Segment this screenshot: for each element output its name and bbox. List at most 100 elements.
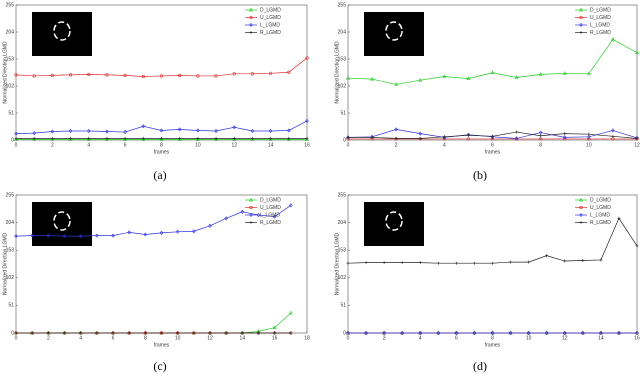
point — [127, 331, 131, 335]
y-tick-label: 255 — [338, 192, 347, 198]
inset-image — [32, 12, 92, 56]
y-tick-label: 51 — [8, 110, 14, 116]
point — [177, 137, 182, 141]
x-tick-label: 10 — [195, 142, 201, 148]
point — [13, 137, 19, 141]
point — [232, 72, 236, 76]
point — [286, 137, 291, 141]
point — [69, 136, 73, 140]
point — [192, 229, 196, 234]
x-tick-label: 0 — [347, 142, 350, 148]
point — [289, 203, 293, 208]
point — [232, 137, 237, 141]
point — [382, 330, 386, 336]
point — [62, 234, 67, 239]
point — [46, 233, 51, 238]
inset-image — [364, 12, 424, 56]
point — [250, 72, 255, 76]
point — [104, 137, 109, 141]
inset-image — [32, 202, 92, 246]
point — [581, 258, 585, 262]
point — [268, 128, 273, 134]
y-tick-label: 255 — [6, 192, 15, 198]
point — [159, 230, 164, 235]
point — [610, 37, 615, 41]
point — [364, 261, 368, 265]
point — [587, 134, 591, 139]
point — [224, 331, 228, 335]
x-tick-label: 2 — [395, 142, 398, 148]
x-tick-label: 8 — [539, 142, 542, 148]
legend-label: D_LGMD — [260, 197, 281, 203]
point — [490, 70, 495, 75]
point — [515, 130, 519, 134]
x-tick-label: 18 — [304, 335, 310, 341]
point — [195, 137, 200, 141]
legend-label: L_LGMD — [590, 22, 610, 28]
point — [272, 214, 277, 219]
point — [143, 232, 148, 237]
x-tick-label: 6 — [124, 142, 127, 148]
y-axis-label: Normalized Direction LGMD — [334, 41, 340, 104]
point — [581, 330, 585, 336]
y-tick-label: 51 — [8, 303, 14, 309]
point — [563, 132, 567, 136]
point — [370, 135, 374, 139]
x-tick-label: 6 — [491, 142, 494, 148]
x-tick-label: 10 — [175, 335, 181, 341]
point — [208, 223, 212, 228]
point — [346, 330, 350, 336]
legend-marker — [249, 31, 253, 34]
point — [514, 136, 519, 141]
y-tick-label: 255 — [6, 2, 15, 8]
point — [454, 330, 459, 336]
point — [418, 136, 422, 140]
legend-marker — [579, 15, 583, 20]
inset-shape — [385, 211, 403, 231]
point — [95, 331, 99, 335]
x-tick-label: 4 — [79, 335, 82, 341]
point — [123, 136, 127, 140]
inset-shape — [385, 21, 403, 41]
point — [14, 136, 18, 140]
point — [526, 330, 531, 336]
point — [256, 212, 261, 218]
y-tick-label: 153 — [6, 56, 15, 62]
point — [14, 234, 18, 239]
legend-label: D_LGMD — [590, 7, 611, 13]
legend-marker — [579, 31, 583, 34]
point — [160, 136, 163, 140]
point — [305, 56, 309, 60]
legend-marker — [579, 22, 583, 28]
x-axis-label: frames — [485, 149, 501, 155]
point — [86, 137, 91, 141]
point — [196, 74, 200, 78]
legend-marker — [579, 212, 583, 218]
x-tick-label: 12 — [231, 142, 237, 148]
legend-label: L_LGMD — [260, 212, 280, 218]
point — [78, 234, 83, 239]
x-tick-label: 14 — [268, 142, 274, 148]
point — [272, 325, 277, 329]
x-tick-label: 16 — [304, 142, 310, 148]
point — [442, 135, 446, 139]
legend-marker — [579, 205, 583, 210]
point — [544, 330, 549, 336]
point — [305, 118, 309, 123]
point — [345, 75, 351, 80]
point — [46, 331, 50, 335]
chart: 0 51 102 153 204 255 0 2 4 6 8 10 12 14 16 18 frames Norm… — [2, 192, 310, 372]
y-tick-label: 204 — [6, 220, 15, 226]
point — [394, 82, 399, 86]
point — [364, 330, 368, 336]
point — [30, 331, 34, 335]
x-tick-label: 14 — [240, 335, 246, 341]
point — [141, 137, 146, 141]
legend-label: L_LGMD — [260, 22, 280, 28]
x-tick-label: 16 — [634, 335, 640, 341]
point — [346, 261, 350, 265]
point — [394, 136, 398, 140]
point — [111, 331, 115, 335]
point — [635, 330, 639, 336]
